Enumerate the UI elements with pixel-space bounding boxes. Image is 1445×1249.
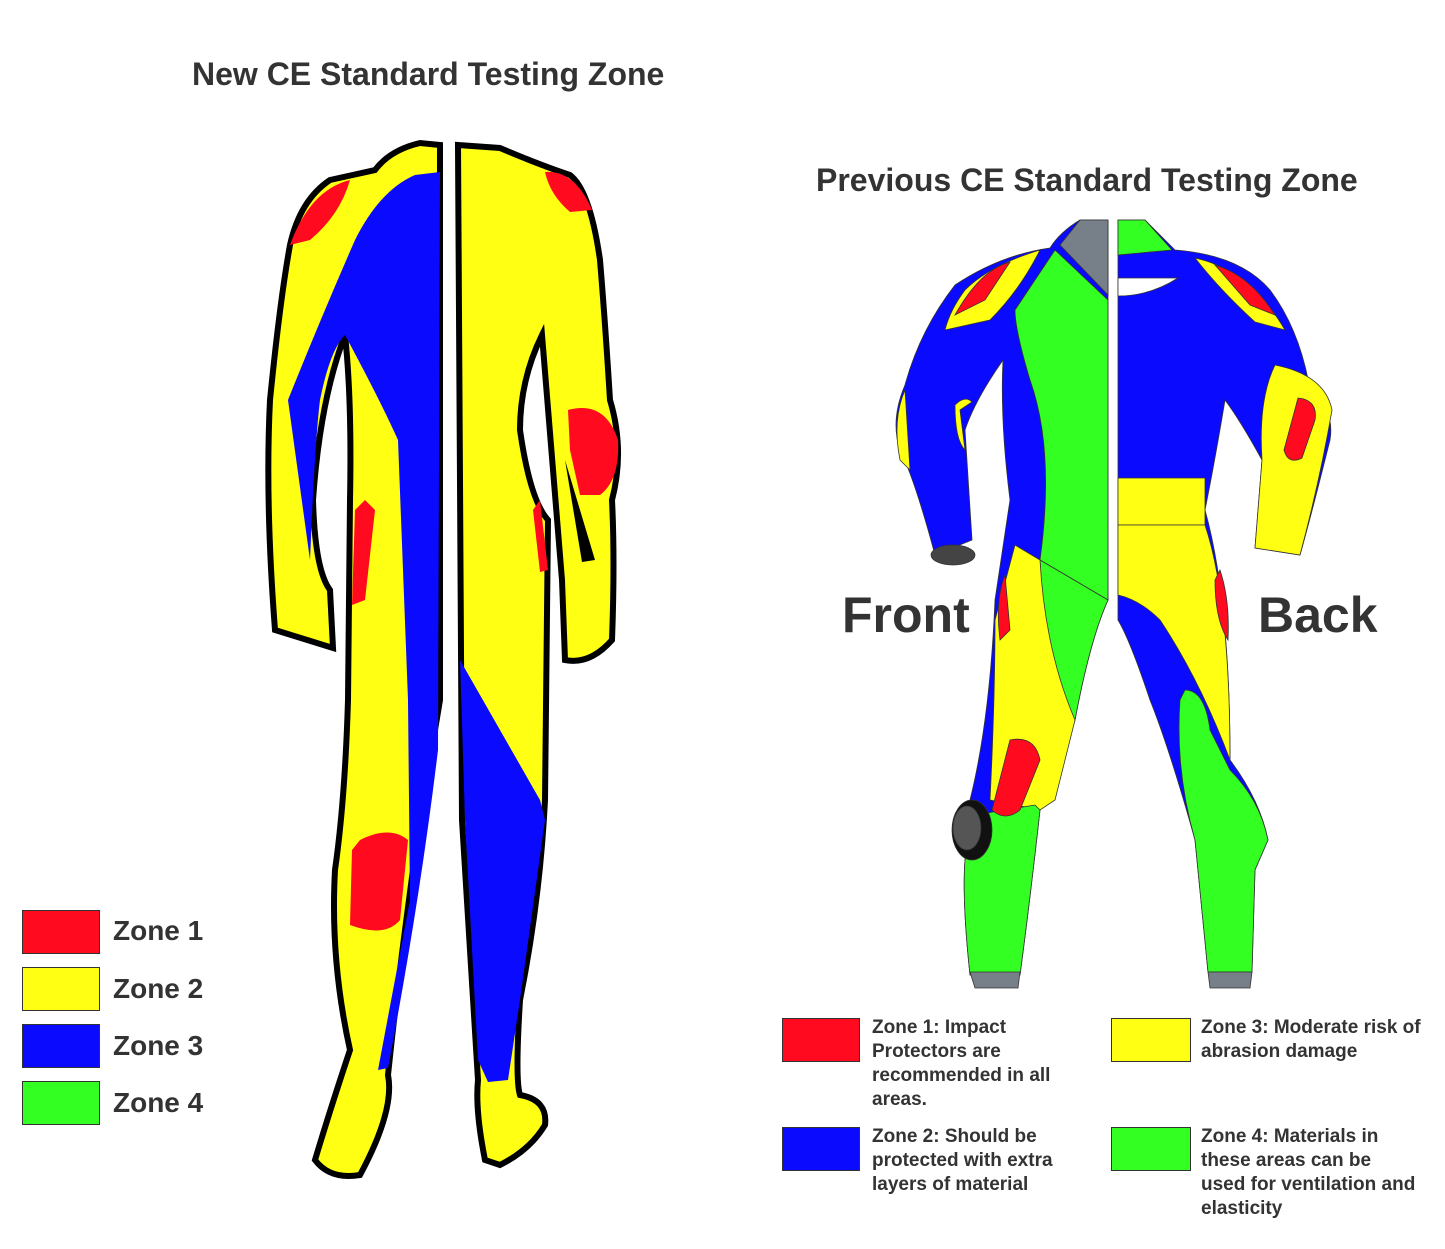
legend-text-zone-2: Zone 2: Should be protected with extra l… <box>872 1126 1053 1195</box>
legend-swatch-zone-3 <box>1111 1018 1191 1062</box>
legend-text-zone-3: Zone 3: Moderate risk of abrasion damage <box>1201 1017 1421 1062</box>
legend-text-zone-4: Zone 4: Materials in these areas can be … <box>1201 1126 1416 1219</box>
new-suit-back-half <box>454 141 622 1169</box>
new-standard-title: New CE Standard Testing Zone <box>192 56 665 92</box>
front-label: Front <box>842 587 970 643</box>
previous-suit-front-half <box>895 219 1109 989</box>
legend-label-zone-2: Zone 2 <box>113 973 204 1004</box>
new-suit-front-half <box>265 139 443 1179</box>
legend-text-zone-1: Zone 1: Impact Protectors are recommende… <box>872 1017 1051 1110</box>
legend-label-zone-1: Zone 1 <box>113 915 204 946</box>
legend-swatch-zone-2 <box>22 967 100 1011</box>
legend-swatch-zone-4 <box>22 1081 100 1125</box>
legend-swatch-zone-3 <box>22 1024 100 1068</box>
previous-suit-back-half <box>1117 219 1333 989</box>
legend-swatch-zone-1 <box>782 1018 860 1062</box>
legend-swatch-zone-2 <box>782 1127 860 1171</box>
legend-swatch-zone-4 <box>1111 1127 1191 1171</box>
legend-swatch-zone-1 <box>22 910 100 954</box>
legend-label-zone-4: Zone 4 <box>113 1087 204 1118</box>
back-label: Back <box>1258 587 1378 643</box>
legend-label-zone-3: Zone 3 <box>113 1030 204 1061</box>
previous-standard-title: Previous CE Standard Testing Zone <box>816 162 1358 198</box>
